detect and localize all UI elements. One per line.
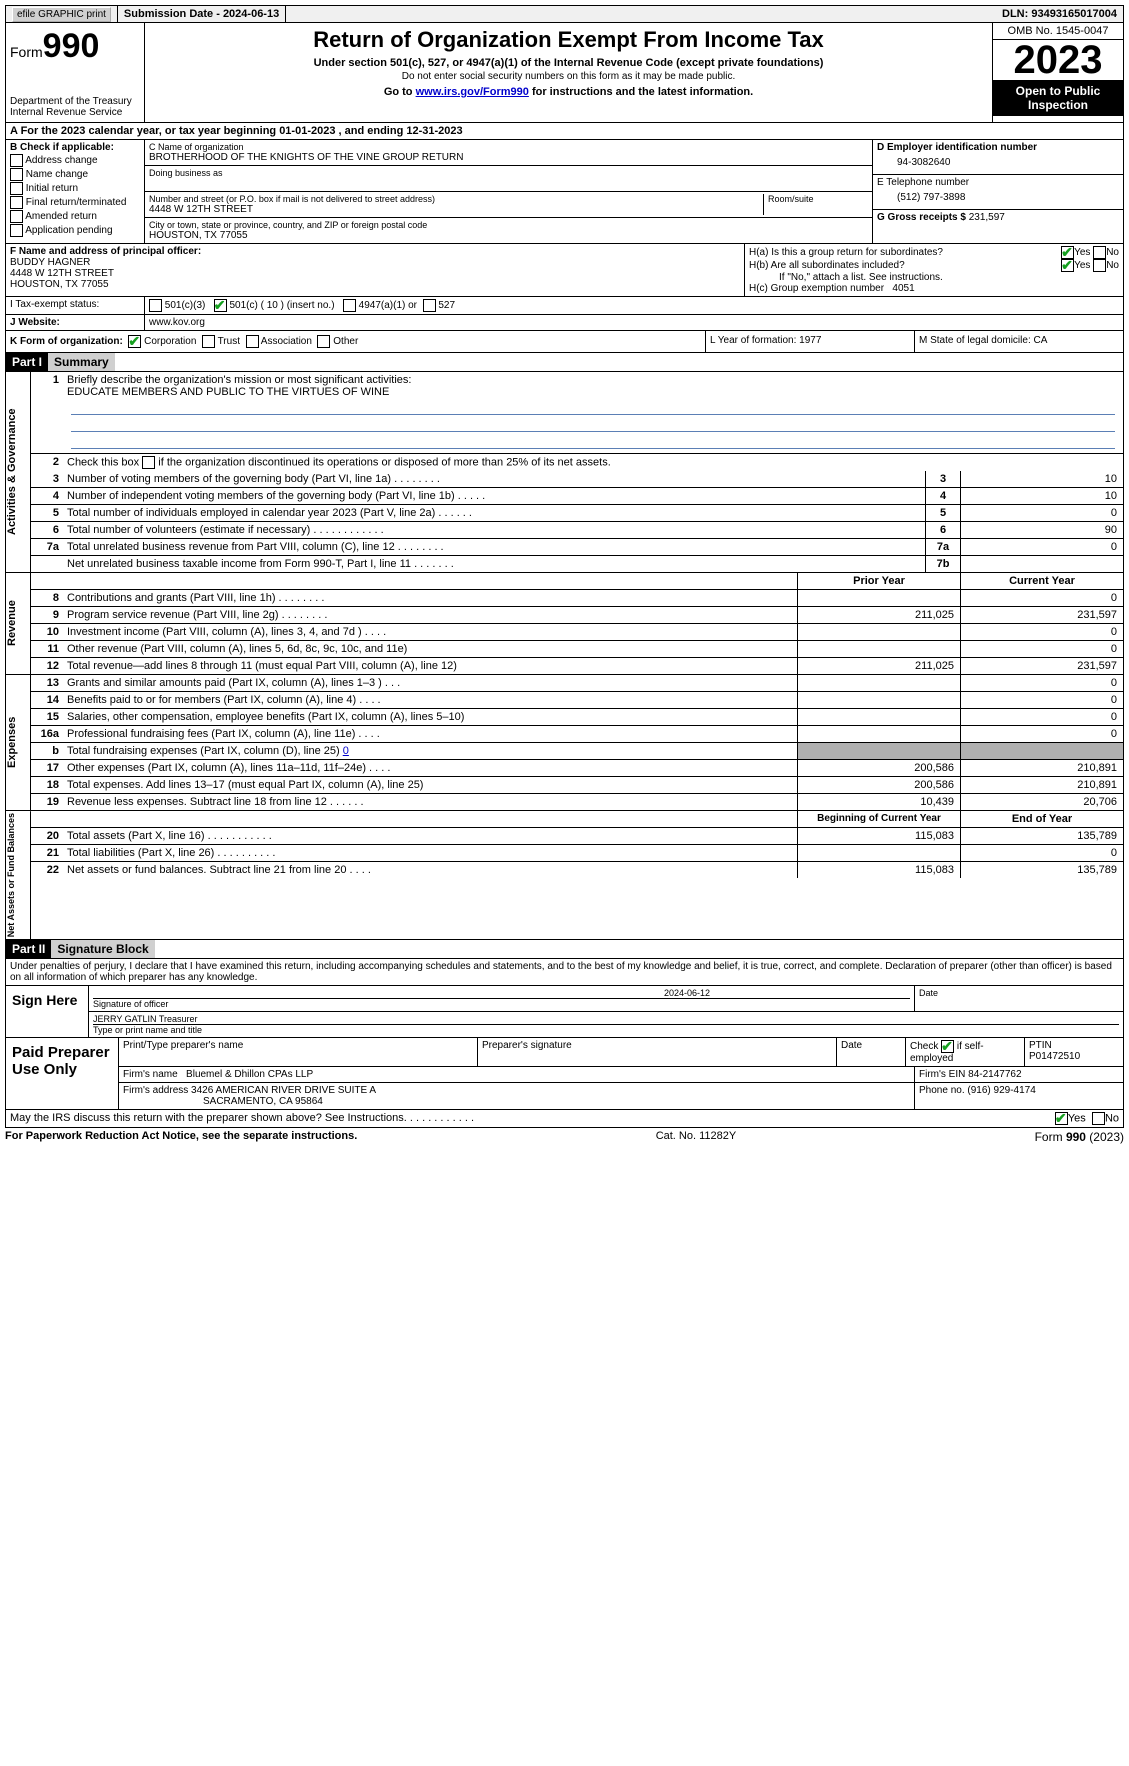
check-hb-no[interactable]: [1093, 259, 1106, 272]
part2-header: Part IISignature Block: [5, 940, 1124, 959]
dept-treasury: Department of the Treasury: [10, 96, 140, 107]
summary-revenue: Revenue Prior YearCurrent Year 8Contribu…: [5, 573, 1124, 675]
check-app-pending[interactable]: [10, 224, 23, 237]
check-527[interactable]: [423, 299, 436, 312]
state-domicile: M State of legal domicile: CA: [915, 331, 1123, 352]
summary-governance: Activities & Governance 1 Briefly descri…: [5, 372, 1124, 573]
box-b: B Check if applicable: Address change Na…: [6, 140, 145, 243]
officer-name: JERRY GATLIN Treasurer: [93, 1014, 1119, 1025]
check-corp[interactable]: [128, 335, 141, 348]
paid-preparer-block: Paid Preparer Use Only Print/Type prepar…: [5, 1038, 1124, 1110]
org-street: 4448 W 12TH STREET: [149, 204, 763, 215]
check-hb-yes[interactable]: [1061, 259, 1074, 272]
top-bar: efile GRAPHIC print Submission Date - 20…: [5, 5, 1124, 23]
check-initial-return[interactable]: [10, 182, 23, 195]
v4: 10: [960, 488, 1123, 504]
prep-phone: (916) 929-4174: [967, 1085, 1035, 1096]
form-title: Return of Organization Exempt From Incom…: [149, 27, 988, 53]
check-name-change[interactable]: [10, 168, 23, 181]
sig-date-top: 2024-06-12: [93, 988, 910, 999]
row-i: I Tax-exempt status: 501(c)(3) 501(c) ( …: [5, 297, 1124, 315]
check-other[interactable]: [317, 335, 330, 348]
form-subtitle: Under section 501(c), 527, or 4947(a)(1)…: [149, 57, 988, 69]
gross-receipts: 231,597: [969, 212, 1005, 223]
ptin: P01472510: [1029, 1051, 1080, 1062]
firm-name: Bluemel & Dhillon CPAs LLP: [186, 1069, 313, 1080]
box-h: H(a) Is this a group return for subordin…: [745, 244, 1123, 296]
open-to-public: Open to Public Inspection: [993, 80, 1123, 116]
year-formation: L Year of formation: 1977: [706, 331, 915, 352]
mission: EDUCATE MEMBERS AND PUBLIC TO THE VIRTUE…: [67, 386, 389, 398]
dept-irs: Internal Revenue Service: [10, 107, 140, 118]
sign-here-block: Sign Here 2024-06-12 Signature of office…: [5, 986, 1124, 1038]
check-amended[interactable]: [10, 210, 23, 223]
dln: DLN: 93493165017004: [996, 6, 1123, 22]
box-deg: D Employer identification number 94-3082…: [873, 140, 1123, 243]
tax-year: 2023: [993, 40, 1123, 80]
check-discontinued[interactable]: [142, 456, 155, 469]
check-self-employed[interactable]: [941, 1040, 954, 1053]
form-number: Form990: [10, 27, 140, 66]
check-discuss-yes[interactable]: [1055, 1112, 1068, 1125]
v7a: 0: [960, 539, 1123, 555]
header-block-bcdeg: B Check if applicable: Address change Na…: [5, 140, 1124, 244]
form-header: Form990 Department of the Treasury Inter…: [5, 23, 1124, 123]
submission-date: Submission Date - 2024-06-13: [118, 6, 286, 22]
v7b: [960, 556, 1123, 572]
box-f: F Name and address of principal officer:…: [6, 244, 745, 296]
org-city: HOUSTON, TX 77055: [149, 230, 868, 241]
v6: 90: [960, 522, 1123, 538]
goto-link-line: Go to www.irs.gov/Form990 for instructio…: [149, 86, 988, 98]
check-address-change[interactable]: [10, 154, 23, 167]
ssn-note: Do not enter social security numbers on …: [149, 71, 988, 82]
check-assoc[interactable]: [246, 335, 259, 348]
irs-link[interactable]: www.irs.gov/Form990: [416, 86, 529, 98]
org-name: BROTHERHOOD OF THE KNIGHTS OF THE VINE G…: [149, 152, 868, 163]
phone: (512) 797-3898: [877, 188, 1119, 207]
discuss-row: May the IRS discuss this return with the…: [5, 1110, 1124, 1128]
summary-netassets: Net Assets or Fund Balances Beginning of…: [5, 811, 1124, 940]
check-trust[interactable]: [202, 335, 215, 348]
check-501c3[interactable]: [149, 299, 162, 312]
block-fh: F Name and address of principal officer:…: [5, 244, 1124, 297]
penalties-text: Under penalties of perjury, I declare th…: [5, 959, 1124, 986]
summary-expenses: Expenses 13Grants and similar amounts pa…: [5, 675, 1124, 811]
page-footer: For Paperwork Reduction Act Notice, see …: [5, 1128, 1124, 1146]
ein: 94-3082640: [877, 153, 1119, 172]
website: www.kov.org: [145, 315, 209, 330]
firm-ein: 84-2147762: [968, 1069, 1021, 1080]
box-c: C Name of organization BROTHERHOOD OF TH…: [145, 140, 873, 243]
part1-header: Part ISummary: [5, 353, 1124, 372]
check-4947[interactable]: [343, 299, 356, 312]
row-k: K Form of organization: Corporation Trus…: [5, 331, 1124, 353]
row-j: J Website: www.kov.org: [5, 315, 1124, 331]
fundraising-link[interactable]: 0: [343, 745, 349, 757]
v3: 10: [960, 471, 1123, 487]
check-discuss-no[interactable]: [1092, 1112, 1105, 1125]
check-ha-no[interactable]: [1093, 246, 1106, 259]
v5: 0: [960, 505, 1123, 521]
efile-button[interactable]: efile GRAPHIC print: [6, 6, 118, 22]
group-exemption: 4051: [892, 283, 914, 294]
check-final-return[interactable]: [10, 196, 23, 209]
row-a-tax-year: A For the 2023 calendar year, or tax yea…: [5, 123, 1124, 140]
check-501c[interactable]: [214, 299, 227, 312]
